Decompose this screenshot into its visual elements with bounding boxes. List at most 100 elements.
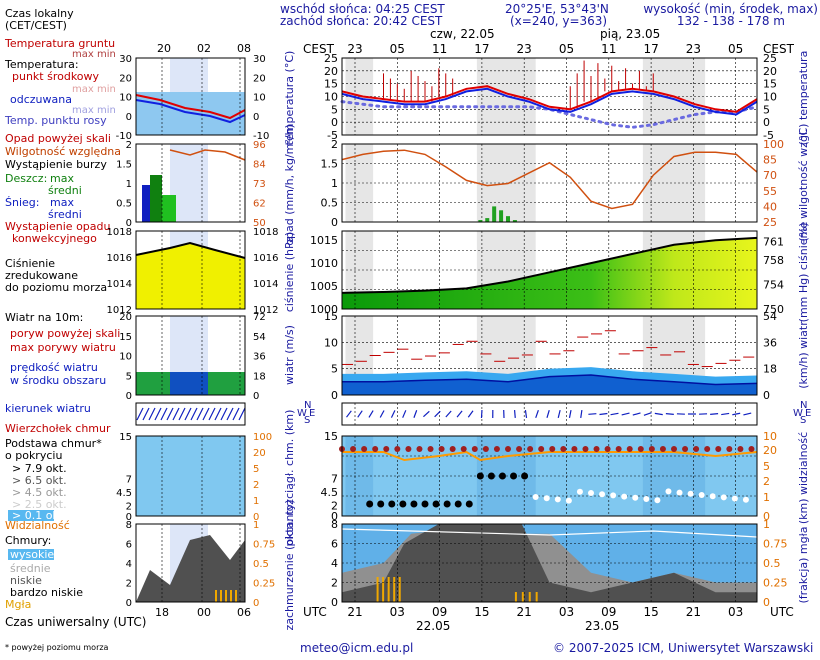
precip-tick: 2 (331, 138, 338, 151)
axis-wind-kmh: (km/h) wiatr (797, 321, 810, 389)
legend-cloud-tick-right: 0 (253, 512, 259, 523)
sunset-text: zachód słońca: 20:42 CEST (280, 14, 443, 28)
legend-cloud-tick-left: 2 (126, 501, 132, 512)
legend-dew: Temp. punktu rosy (4, 114, 107, 127)
wind-arrow (599, 412, 608, 416)
top-tick-label: 11 (432, 42, 447, 56)
wind-arrow (357, 410, 363, 418)
legend-pressure-tick-left: 1012 (107, 305, 132, 316)
legend-cover-tick-left: 4 (126, 559, 132, 570)
legend-utc-06: 06 (237, 606, 251, 619)
cloud-top-dot (361, 446, 368, 452)
legend-temp-tick-right: 0 (253, 112, 259, 123)
legend-wind-arrow (190, 407, 198, 421)
precip-tick: 1.5 (321, 158, 339, 171)
legend-temp-tick-right: 10 (253, 93, 266, 104)
legend-pressure-tick-left: 1014 (107, 279, 132, 290)
legend-fog-bar (235, 590, 237, 602)
legend-max-gust: max porywy wiatru (10, 341, 116, 354)
legend-fog-bar (225, 590, 227, 602)
cloud-top-dot (648, 446, 655, 452)
cloud-top-dot (704, 446, 711, 452)
legend-pressure-tick-left: 1016 (107, 253, 132, 264)
legend-cloud-tick-right: 1 (253, 496, 259, 507)
compass-s-left: S (304, 415, 310, 426)
top-tick-label: 05 (728, 42, 743, 56)
legend-pressure2: zredukowane (5, 269, 78, 282)
axis-cover: zachmurzenie (oktanty) (283, 499, 296, 630)
wind-arrow (535, 410, 539, 418)
legend-wind-dir: kierunek wiatru (5, 402, 91, 415)
wind-arrow (445, 410, 452, 418)
temp-tick-left: 15 (324, 78, 338, 91)
legend-cloud-border (135, 435, 246, 517)
wind-arrow (610, 412, 619, 416)
precip-tick: 0.5 (321, 197, 339, 210)
fog-bar (376, 577, 379, 602)
legend-wind-tick-left: 10 (119, 352, 132, 363)
wind-tick: 15 (324, 310, 338, 323)
wind-arrow (413, 410, 418, 418)
legend-cover-tick-right: 0 (253, 598, 259, 609)
legend-tick-08: 08 (237, 42, 251, 55)
altitude-label: wysokość (min, środek, max) (643, 2, 818, 16)
precip-tick: 0 (331, 216, 338, 229)
legend-high: wysokie (10, 548, 54, 561)
fog-tick: 0.75 (763, 538, 788, 551)
cloud-top-dot (637, 446, 644, 452)
legend-footnote: * powyżej poziomu morza (5, 643, 109, 652)
footer-email[interactable]: meteo@icm.edu.pl (300, 641, 413, 655)
legend-okt-79: > 7.9 okt. (12, 462, 67, 475)
legend-pressure-tick-right: 1014 (253, 279, 278, 290)
cloud-base-dot (410, 500, 418, 508)
legend-winddir-border (135, 402, 246, 426)
pressure-mmhg-tick: 754 (763, 279, 784, 292)
top-tick-label: 17 (474, 42, 489, 56)
cloud-top-dot (671, 446, 677, 452)
cloud-top-dot (604, 446, 611, 452)
fog-bar (382, 577, 385, 602)
wind-tick: 10 (324, 336, 338, 349)
cloud-base-dot (687, 490, 694, 497)
precip-bar (499, 210, 504, 222)
vis-tick: 1 (763, 491, 770, 504)
legend-cloud-base: Podstawa chmur* (5, 437, 102, 450)
top-tick-label: 17 (643, 42, 658, 56)
legend-wind-arrow (214, 407, 222, 421)
legend-winddir-bg (136, 403, 245, 425)
cloud-top-dot (350, 446, 357, 452)
legend-tick-02: 02 (197, 42, 211, 55)
temp-tick-right: 5 (763, 103, 770, 116)
wind-arrow (513, 409, 516, 419)
cloud-top-dot (682, 446, 689, 452)
legend-cloud-tick-right: 100 (253, 432, 272, 443)
bottom-date-2: 23.05 (585, 619, 619, 633)
legend-snow: Śnieg: (5, 196, 39, 209)
cloud-top-dot (482, 446, 489, 452)
wind-tick: 5 (331, 363, 338, 376)
temp-tick-left: 20 (324, 65, 338, 78)
cloud-base-dot (720, 494, 727, 501)
legend-wind-arrow (238, 407, 246, 421)
cloud-top-dot (571, 446, 578, 452)
temp-tick-right: -5 (763, 129, 774, 142)
fog-bar (521, 592, 524, 602)
pressure-mmhg-tick: 750 (763, 303, 784, 316)
footer-copyright: © 2007-2025 ICM, Uniwersytet Warszawski (553, 641, 813, 655)
legend-wind-tick-left: 0 (126, 391, 132, 402)
legend-cloud-tick-right: 20 (253, 448, 266, 459)
vis-tick: 0 (763, 510, 770, 523)
wind-speed-line (342, 374, 758, 386)
wind-kmh-tick: 18 (763, 363, 777, 376)
cloud-base-dot (554, 496, 561, 503)
cloud-base-dot (709, 493, 716, 500)
wind-arrow (721, 412, 730, 416)
legend-wind-tick-right: 54 (253, 332, 266, 343)
legend-utc: Czas uniwersalny (UTC) (5, 615, 146, 629)
compass-e-left: E (309, 408, 315, 419)
legend-convective: Wystąpienie opadu (5, 220, 110, 233)
legend-pressure1: Ciśnienie (5, 257, 55, 270)
legend-felt: odczuwana (10, 93, 72, 106)
legend-temp-tick-right: 30 (253, 54, 266, 65)
